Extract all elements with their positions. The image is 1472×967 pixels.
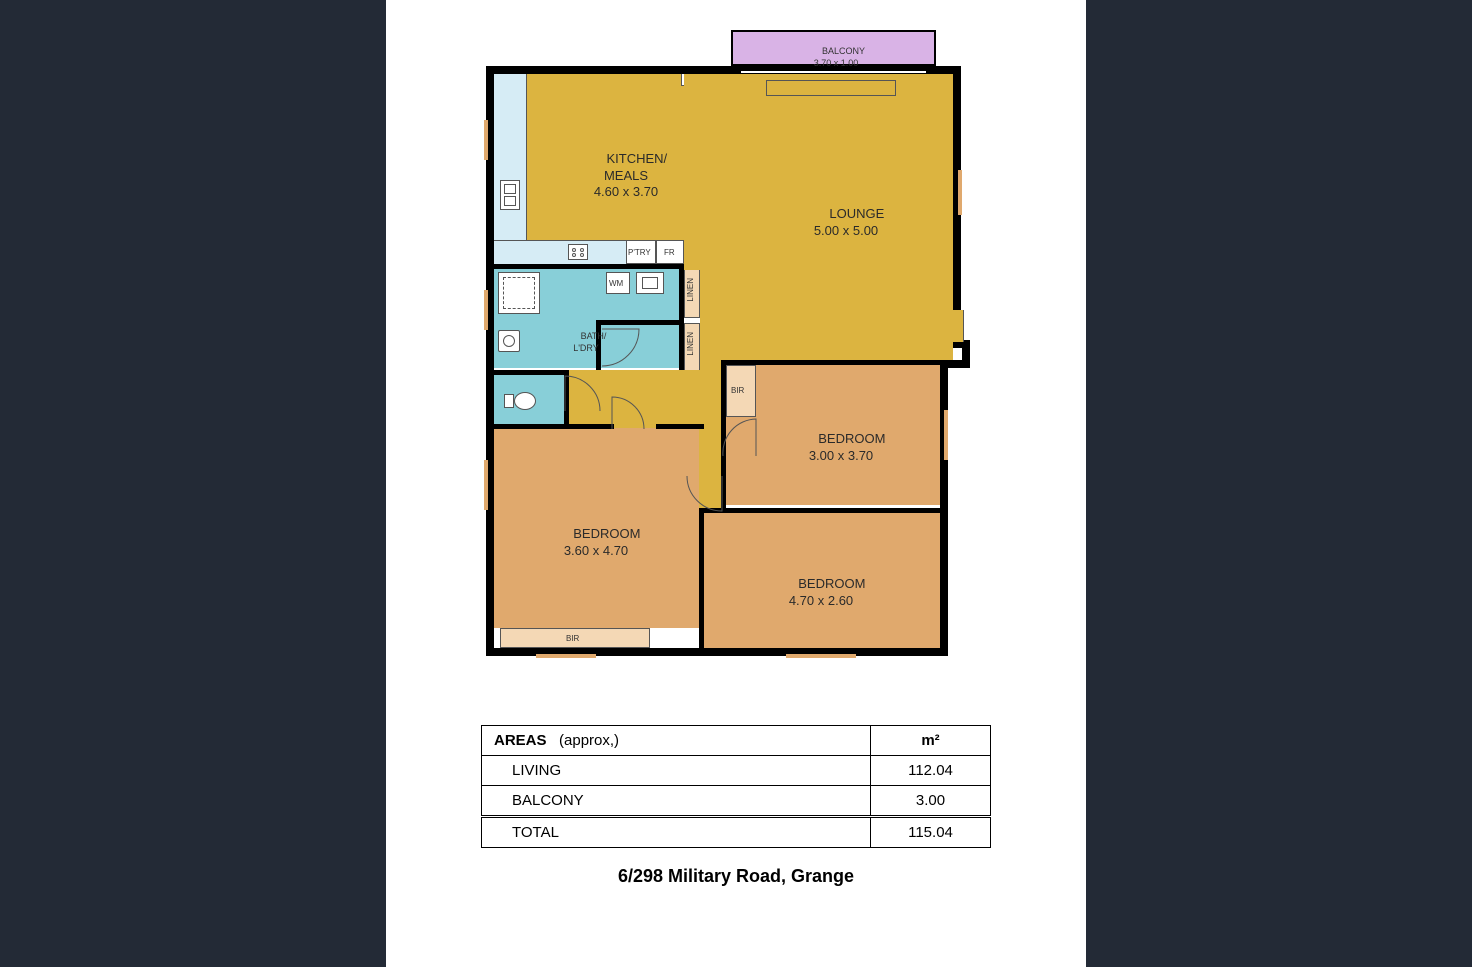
stove-icon [568, 244, 588, 260]
window-mark [484, 460, 488, 510]
wall-br2-top [699, 508, 946, 513]
door-arc-3 [601, 328, 641, 370]
ptry-tag: P'TRY [628, 248, 651, 258]
entry-step [940, 310, 964, 342]
linen-tag-1: LINEN [686, 278, 696, 302]
row-label: LIVING [482, 756, 871, 786]
door-arc-wc [564, 375, 602, 413]
window-mark [786, 654, 856, 658]
fr-tag: FR [664, 248, 675, 258]
tub-box [636, 272, 664, 294]
table-row: BALCONY 3.00 [482, 786, 991, 817]
table-header-row: AREAS (approx,) m² [482, 726, 991, 756]
kitchen-label: KITCHEN/MEALS4.60 x 3.70 [566, 135, 686, 216]
wall-bath-top [494, 264, 684, 269]
window-mark [958, 170, 962, 215]
window-mark [484, 290, 488, 330]
bir-tag-1: BIR [731, 386, 744, 396]
kitchen-counter-top [494, 74, 527, 264]
row-value: 3.00 [871, 786, 991, 817]
areas-title-cell: AREAS (approx,) [482, 726, 871, 756]
toilet-icon [504, 392, 540, 410]
areas-table: AREAS (approx,) m² LIVING 112.04 BALCONY… [481, 725, 991, 848]
wm-tag: WM [609, 279, 623, 289]
bir-tag-3: BIR [566, 634, 579, 644]
bedroom1-label: BEDROOM3.00 x 3.70 [786, 415, 896, 480]
basin-icon [498, 330, 520, 352]
address-caption: 6/298 Military Road, Grange [618, 866, 854, 887]
hallway-4 [684, 74, 721, 270]
unit-cell: m² [871, 726, 991, 756]
wall-br2-left [699, 508, 704, 653]
door-arc-2 [686, 475, 724, 513]
door-arc-1 [611, 396, 659, 430]
row-value: 112.04 [871, 756, 991, 786]
lounge-label: LOUNGE5.00 x 5.00 [791, 190, 901, 255]
linen-tag-2: LINEN [686, 332, 696, 356]
shower-box [498, 272, 540, 314]
balcony-door [741, 70, 926, 74]
bedroom2-label: BEDROOM4.70 x 2.60 [766, 560, 876, 625]
wall-br3-top-right [656, 424, 704, 429]
hallway-3 [700, 268, 721, 378]
row-label: BALCONY [482, 786, 871, 817]
window-mark [484, 120, 488, 160]
window-mark [944, 410, 948, 460]
total-value: 115.04 [871, 817, 991, 848]
wall-br3-top-left [494, 424, 614, 429]
table-total-row: TOTAL 115.04 [482, 817, 991, 848]
door-arc-br1 [722, 418, 758, 458]
table-row: LIVING 112.04 [482, 756, 991, 786]
window-frame [766, 80, 896, 96]
sink-icon [500, 180, 520, 210]
document-page: BALCONY3.70 x 1.00 P'TRY FR [386, 0, 1086, 967]
bedroom3-label: BEDROOM3.60 x 4.70 [541, 510, 651, 575]
total-label: TOTAL [482, 817, 871, 848]
window-mark [536, 654, 596, 658]
floorplan: BALCONY3.70 x 1.00 P'TRY FR [486, 30, 986, 670]
wall-wc-top [494, 370, 569, 375]
